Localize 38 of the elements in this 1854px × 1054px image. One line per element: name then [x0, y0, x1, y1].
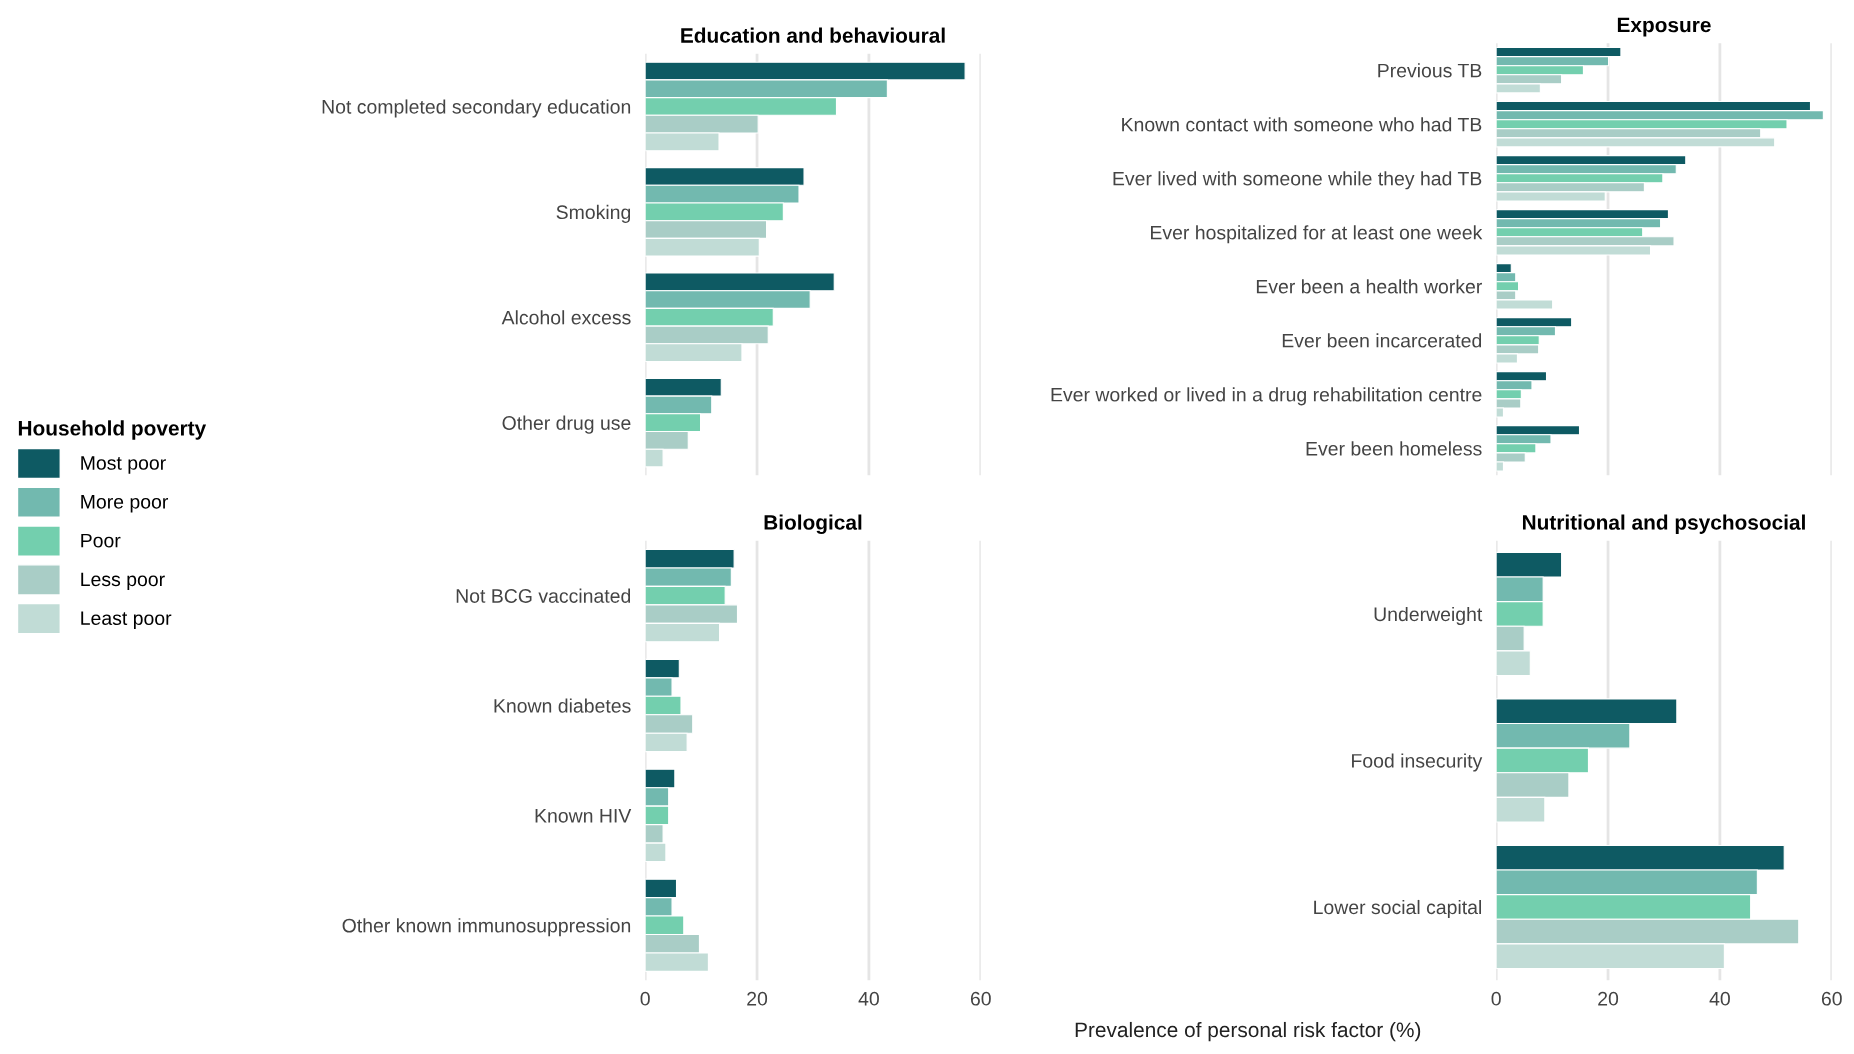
y-tick-label: Lower social capital — [1314, 899, 1481, 919]
x-tick-label: 20 — [1598, 991, 1619, 1006]
x-axis-title: Prevalence of personal risk factor (%) — [1075, 1021, 1421, 1042]
y-tick-label: Known contact with someone who had TB — [1122, 117, 1482, 132]
x-tick-label: 20 — [747, 991, 768, 1006]
y-tick-label: Ever been homeless — [1306, 441, 1482, 456]
chart-title: Education and behavioural — [681, 27, 945, 43]
y-tick-label: Other known immunosuppression — [342, 918, 631, 937]
y-tick-label: Ever lived with someone while they had TB — [1113, 171, 1482, 190]
y-tick-label: Previous TB — [1378, 63, 1482, 78]
y-tick-label: Other drug use — [502, 415, 631, 434]
y-tick-label: Ever hospitalized for at least one week — [1151, 225, 1483, 244]
y-tick-label: Known diabetes — [494, 698, 631, 713]
y-tick-label: Not completed secondary education — [322, 99, 631, 118]
x-tick-label: 60 — [970, 991, 991, 1006]
legend-label: Poor — [81, 533, 121, 548]
y-tick-label: Known HIV — [535, 809, 632, 823]
y-tick-label: Alcohol excess — [501, 310, 631, 325]
x-tick-label: 0 — [640, 991, 650, 1006]
x-tick-label: 0 — [1491, 991, 1501, 1006]
y-tick-label: Ever been a health worker — [1256, 279, 1482, 294]
y-tick-label: Ever worked or lived in a drug rehabilitation centre — [1051, 387, 1482, 406]
x-tick-label: 40 — [1709, 991, 1730, 1006]
y-tick-label: Smoking — [556, 204, 631, 223]
legend-label: Most poor — [81, 456, 166, 474]
chart-title: Nutritional and psychosocial — [1522, 514, 1805, 534]
chart-title: Exposure — [1617, 17, 1711, 37]
x-tick-label: 60 — [1821, 991, 1842, 1006]
y-tick-label: Underweight — [1374, 606, 1483, 626]
y-tick-label: Ever been incarcerated — [1282, 333, 1482, 348]
legend-title: Household poverty — [18, 420, 207, 440]
x-tick-label: 40 — [858, 991, 879, 1006]
legend-label: Less poor — [81, 572, 165, 591]
y-tick-label: Not BCG vaccinated — [456, 588, 631, 603]
chart-title: Biological — [764, 514, 862, 534]
legend-label: Least poor — [81, 611, 172, 629]
legend-label: More poor — [81, 495, 169, 513]
y-tick-label: Food insecurity — [1352, 753, 1483, 772]
